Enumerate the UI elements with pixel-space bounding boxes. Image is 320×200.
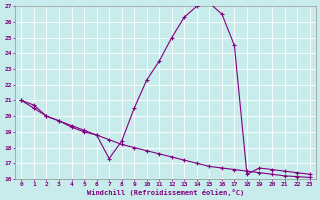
X-axis label: Windchill (Refroidissement éolien,°C): Windchill (Refroidissement éolien,°C) bbox=[87, 189, 244, 196]
